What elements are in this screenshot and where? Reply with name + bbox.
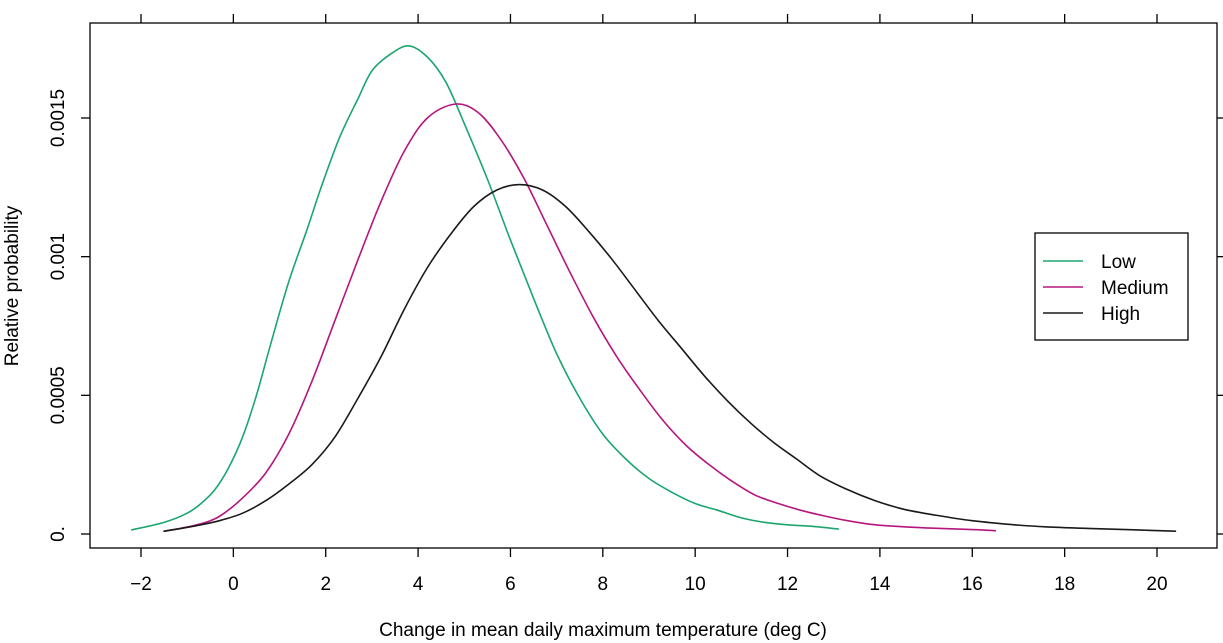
legend-label-high: High xyxy=(1101,304,1140,325)
x-axis: −2 0 2 4 6 8 10 12 14 16 18 20 xyxy=(130,14,1168,595)
legend-label-low: Low xyxy=(1101,252,1136,273)
x-tick-label: 10 xyxy=(685,574,706,595)
x-tick-label: 16 xyxy=(962,574,983,595)
x-axis-label: Change in mean daily maximum temperature… xyxy=(379,620,827,641)
y-axis-label: Relative probability xyxy=(2,205,23,366)
y-tick-label: 0. xyxy=(48,526,69,542)
x-tick-label: 14 xyxy=(869,574,891,595)
x-tick-label: 6 xyxy=(505,574,516,595)
series-line-medium xyxy=(163,103,997,533)
x-tick-label: 0 xyxy=(228,574,239,595)
y-axis: 0. 0.0005 0.001 0.0015 xyxy=(48,89,1223,542)
plot-frame xyxy=(89,22,1218,549)
x-tick-label: 4 xyxy=(413,574,424,595)
legend: Low Medium High xyxy=(1034,232,1189,341)
series-layer xyxy=(130,45,1177,533)
y-tick-label: 0.0015 xyxy=(48,89,69,147)
y-tick-label: 0.001 xyxy=(48,233,69,281)
legend-label-medium: Medium xyxy=(1101,278,1169,299)
x-tick-label: −2 xyxy=(130,574,152,595)
x-tick-label: 20 xyxy=(1146,574,1167,595)
series-line-high xyxy=(163,183,1177,533)
x-tick-label: 18 xyxy=(1054,574,1075,595)
x-tick-label: 12 xyxy=(777,574,798,595)
x-tick-label: 8 xyxy=(598,574,609,595)
y-tick-label: 0.0005 xyxy=(48,366,69,424)
x-tick-label: 2 xyxy=(320,574,331,595)
series-line-low xyxy=(130,45,840,531)
